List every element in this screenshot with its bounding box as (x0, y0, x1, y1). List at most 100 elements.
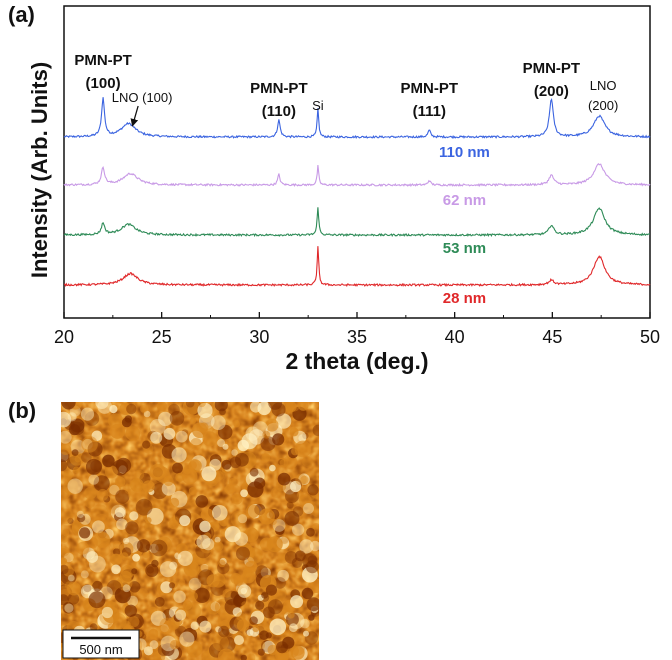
afm-grain (195, 495, 209, 508)
afm-grain (155, 625, 170, 640)
afm-grain (269, 464, 276, 472)
afm-grain (278, 553, 288, 564)
afm-grain (185, 402, 195, 408)
afm-grain (249, 539, 256, 547)
afm-grain (159, 561, 177, 578)
afm-grain (93, 531, 110, 548)
afm-grain (237, 514, 248, 524)
afm-grain (217, 424, 233, 440)
afm-grain (194, 587, 210, 603)
afm-grain (272, 519, 286, 532)
peak-annotation: PMN-PT (250, 80, 308, 97)
afm-grain (124, 415, 132, 423)
afm-grain (275, 525, 285, 535)
afm-grain (255, 600, 265, 610)
afm-grain (280, 536, 289, 544)
afm-grain (142, 440, 151, 449)
afm-grain (146, 566, 154, 574)
afm-grain (148, 628, 159, 639)
afm-grain (93, 475, 110, 492)
afm-grain (109, 405, 118, 414)
afm-grain (178, 579, 186, 586)
afm-grain (70, 594, 78, 602)
afm-grain (150, 431, 163, 444)
afm-grain (253, 639, 265, 651)
peak-annotation: (100) (86, 75, 121, 92)
afm-grain (150, 539, 168, 557)
afm-grain (219, 408, 226, 416)
afm-grain (265, 632, 272, 639)
afm-grain (312, 424, 319, 437)
afm-grain (203, 488, 213, 498)
afm-grain (169, 561, 178, 570)
afm-grain (228, 478, 237, 486)
afm-grain (61, 508, 74, 525)
x-tick-label: 25 (152, 327, 172, 347)
afm-grain (247, 653, 256, 660)
afm-grain (182, 627, 198, 643)
afm-grain (61, 430, 72, 444)
afm-topography-image: 500 nm (61, 402, 319, 660)
afm-grain (218, 648, 235, 660)
afm-grain (267, 644, 278, 656)
afm-grain (233, 576, 244, 586)
afm-grain (84, 411, 100, 426)
afm-grain (159, 617, 176, 634)
afm-grain (67, 478, 83, 494)
afm-grain (291, 632, 300, 641)
afm-grain (270, 487, 282, 498)
afm-grain (124, 604, 137, 617)
afm-grain (76, 510, 84, 518)
afm-grain (168, 519, 179, 530)
afm-grain (285, 492, 297, 505)
series-line-28-nm (63, 246, 651, 288)
afm-grain (156, 402, 167, 412)
afm-grain (92, 580, 103, 592)
afm-grain (61, 594, 69, 606)
afm-grain (71, 449, 79, 456)
afm-grain (306, 527, 315, 537)
afm-grain (77, 514, 86, 523)
afm-grain (303, 630, 309, 637)
afm-grain (188, 487, 197, 495)
afm-grain (246, 547, 263, 564)
afm-grain (249, 616, 258, 625)
afm-grain (122, 584, 131, 593)
afm-grain (63, 470, 73, 480)
afm-grain (212, 634, 229, 652)
afm-grain (292, 523, 305, 536)
afm-grain (233, 616, 248, 630)
afm-grain (294, 567, 305, 578)
afm-grain (177, 550, 193, 566)
afm-grain (284, 511, 300, 526)
afm-grain (214, 536, 221, 543)
afm-grain (145, 517, 152, 524)
afm-grain (255, 565, 269, 579)
series-label: 28 nm (443, 290, 486, 307)
afm-grain (202, 431, 218, 447)
peak-annotation: (200) (534, 83, 569, 100)
afm-grain (222, 443, 229, 450)
afm-grain (158, 411, 173, 427)
afm-grain (266, 536, 283, 553)
afm-grain (252, 625, 260, 633)
series-label: 110 nm (439, 144, 490, 161)
afm-grain (153, 650, 166, 660)
afm-grain (156, 536, 172, 552)
afm-grain (163, 475, 174, 487)
afm-grain (284, 406, 292, 413)
afm-grain (61, 443, 72, 455)
afm-grain (61, 557, 68, 565)
afm-grain (190, 417, 197, 424)
afm-grain (172, 462, 183, 474)
afm-grain (241, 601, 248, 608)
afm-grain (299, 539, 314, 554)
afm-grain (91, 504, 109, 522)
afm-grain (101, 606, 113, 619)
series-line-62-nm (63, 162, 651, 188)
afm-grain (224, 526, 241, 543)
afm-grain (284, 551, 298, 564)
afm-grain (310, 500, 319, 518)
afm-grain (61, 459, 68, 472)
afm-grain (210, 415, 226, 431)
